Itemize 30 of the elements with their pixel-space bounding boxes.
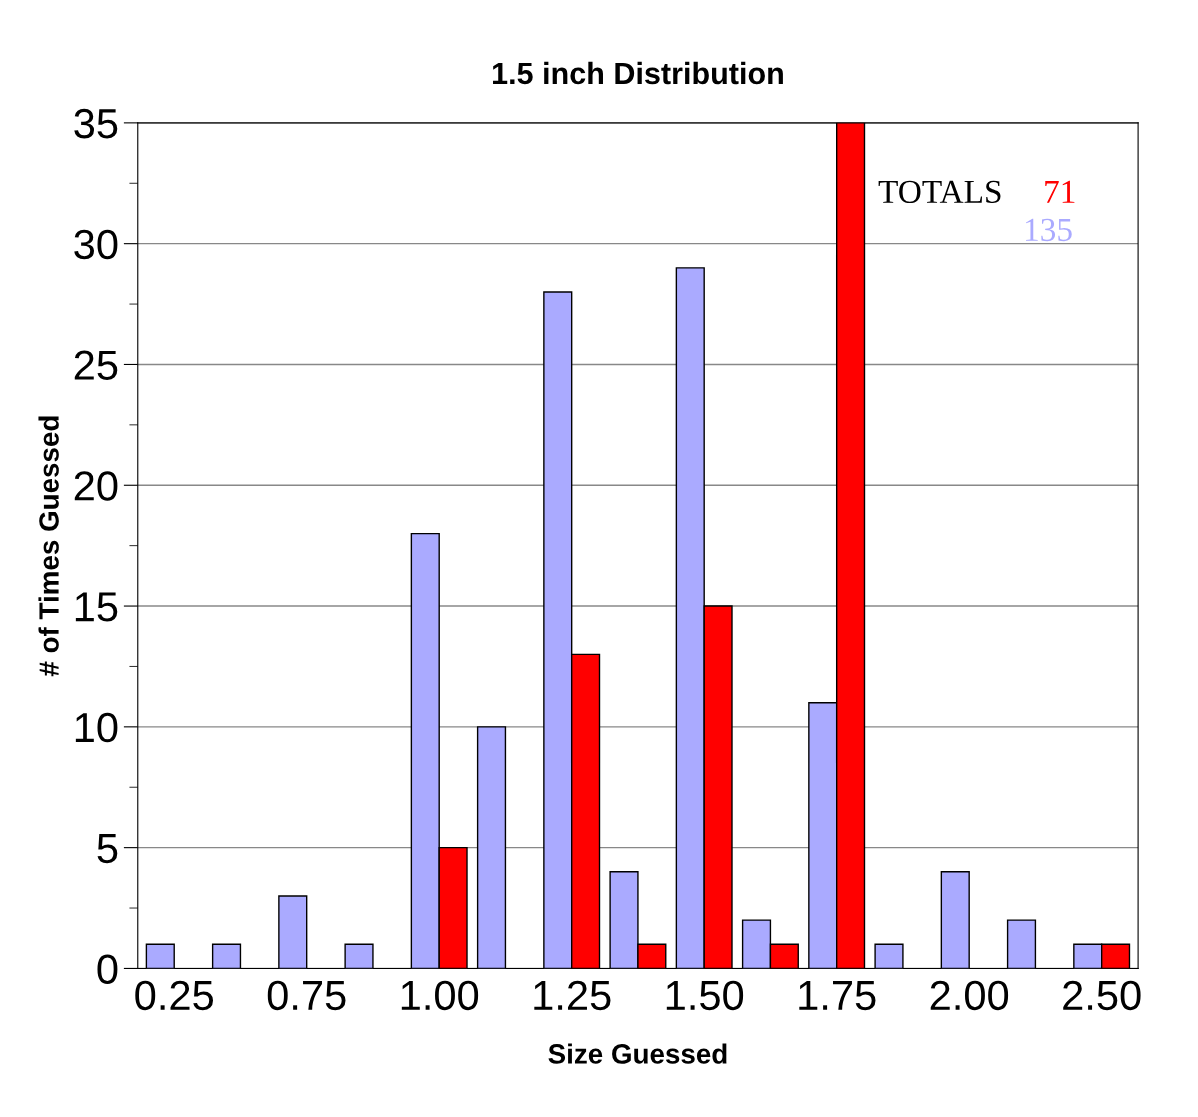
y-tick-label: 35: [74, 108, 118, 139]
x-tick-label: 0.75: [267, 980, 346, 1011]
y-tick-label: 25: [74, 350, 118, 380]
x-tick-label: 1.75: [799, 981, 876, 1011]
x-tick-label: 2.50: [1063, 980, 1141, 1011]
annotation: TOTALS: [878, 180, 1001, 204]
y-tick-label: 10: [75, 712, 118, 743]
bar: [211, 943, 242, 969]
y-tick-label: 30: [74, 229, 118, 260]
x-tick-label: 0.25: [135, 980, 214, 1011]
bar: [145, 943, 175, 969]
bar: [1006, 919, 1037, 969]
bar: [344, 943, 374, 969]
x-tick-label: 1.50: [666, 980, 744, 1011]
x-tick-label: 2.00: [930, 980, 1009, 1011]
y-tick-label: 20: [74, 471, 118, 501]
y-axis-title: # of Times Guessed: [38, 416, 59, 677]
x-tick-label: 1.00: [401, 980, 479, 1011]
annotation: 71: [1045, 180, 1075, 203]
chart-title: 1.5 inch Distribution: [493, 61, 783, 85]
bar: [278, 895, 308, 969]
y-tick-label: 5: [97, 834, 118, 864]
y-tick-label: 0: [97, 954, 118, 984]
bar: [874, 943, 904, 969]
x-axis-title: Size Guessed: [548, 1043, 727, 1064]
bar: [476, 726, 507, 969]
bar: [940, 871, 970, 969]
annotation: 135: [1025, 218, 1072, 242]
y-tick-label: 15: [75, 592, 118, 622]
x-tick-label: 1.25: [534, 980, 611, 1011]
